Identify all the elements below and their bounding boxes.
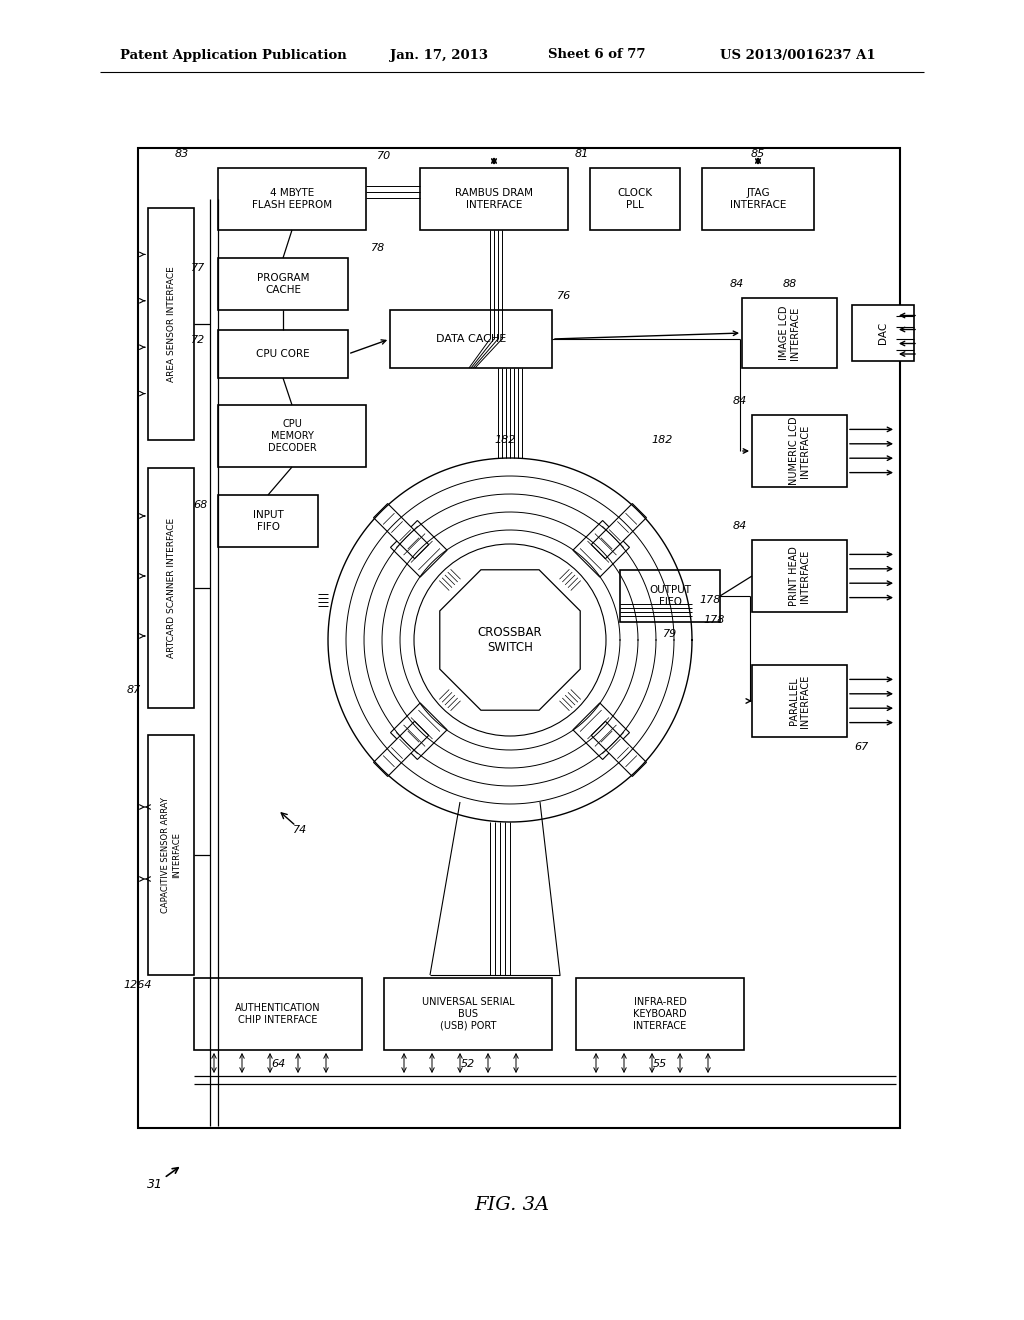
Text: US 2013/0016237 A1: US 2013/0016237 A1 <box>720 49 876 62</box>
Text: Sheet 6 of 77: Sheet 6 of 77 <box>548 49 645 62</box>
Text: 178: 178 <box>699 595 721 605</box>
Bar <box>742 298 837 368</box>
Text: 55: 55 <box>653 1059 667 1069</box>
Polygon shape <box>591 721 646 776</box>
Text: 74: 74 <box>293 825 307 836</box>
Text: CROSSBAR
SWITCH: CROSSBAR SWITCH <box>477 626 543 653</box>
Text: NUMERIC LCD
INTERFACE: NUMERIC LCD INTERFACE <box>788 417 810 486</box>
Polygon shape <box>390 520 447 577</box>
Text: 67: 67 <box>854 742 868 752</box>
Text: 4 MBYTE
FLASH EEPROM: 4 MBYTE FLASH EEPROM <box>252 189 332 210</box>
Polygon shape <box>591 503 646 558</box>
Text: 84: 84 <box>733 521 748 531</box>
Text: IMAGE LCD
INTERFACE: IMAGE LCD INTERFACE <box>778 306 801 360</box>
Text: 81: 81 <box>574 149 589 158</box>
Text: ARTCARD SCANNER INTERFACE: ARTCARD SCANNER INTERFACE <box>167 517 175 659</box>
Bar <box>218 257 348 310</box>
Text: OUTPUT
FIFO: OUTPUT FIFO <box>649 585 691 607</box>
Text: 84: 84 <box>730 279 744 289</box>
Bar <box>702 168 814 230</box>
Text: DAC: DAC <box>878 322 888 345</box>
Bar <box>194 978 362 1049</box>
Text: 64: 64 <box>271 1059 285 1069</box>
Text: INPUT
FIFO: INPUT FIFO <box>253 511 284 532</box>
Bar <box>218 330 348 378</box>
Text: 31: 31 <box>147 1179 163 1192</box>
Polygon shape <box>374 503 429 558</box>
Bar <box>218 405 366 467</box>
Text: INFRA-RED
KEYBOARD
INTERFACE: INFRA-RED KEYBOARD INTERFACE <box>633 998 687 1031</box>
Text: CPU
MEMORY
DECODER: CPU MEMORY DECODER <box>267 420 316 453</box>
Text: DATA CACHE: DATA CACHE <box>436 334 506 345</box>
Text: 70: 70 <box>377 150 391 161</box>
Bar <box>590 168 680 230</box>
Text: Patent Application Publication: Patent Application Publication <box>120 49 347 62</box>
Text: 87: 87 <box>127 685 141 696</box>
Text: 77: 77 <box>190 263 205 273</box>
Text: 83: 83 <box>175 149 189 158</box>
Polygon shape <box>439 570 581 710</box>
Polygon shape <box>573 704 630 759</box>
Text: CAPACITIVE SENSOR ARRAY
INTERFACE: CAPACITIVE SENSOR ARRAY INTERFACE <box>162 797 180 913</box>
Text: RAMBUS DRAM
INTERFACE: RAMBUS DRAM INTERFACE <box>455 189 534 210</box>
Bar <box>620 570 720 622</box>
Polygon shape <box>573 520 630 577</box>
Text: Jan. 17, 2013: Jan. 17, 2013 <box>390 49 488 62</box>
Text: 85: 85 <box>751 149 765 158</box>
Bar <box>575 978 744 1049</box>
Circle shape <box>414 544 606 737</box>
Text: 88: 88 <box>782 279 797 289</box>
Text: PROGRAM
CACHE: PROGRAM CACHE <box>257 273 309 294</box>
Bar <box>148 209 194 440</box>
Text: CPU CORE: CPU CORE <box>256 348 310 359</box>
Bar <box>148 735 194 975</box>
Text: 182: 182 <box>495 436 516 445</box>
Text: 72: 72 <box>190 335 205 345</box>
Text: UNIVERSAL SERIAL
BUS
(USB) PORT: UNIVERSAL SERIAL BUS (USB) PORT <box>422 998 514 1031</box>
Bar <box>218 495 318 546</box>
Bar <box>390 310 552 368</box>
Bar <box>138 148 900 1129</box>
Text: 68: 68 <box>193 500 207 510</box>
Text: AREA SENSOR INTERFACE: AREA SENSOR INTERFACE <box>167 267 175 381</box>
Bar <box>420 168 568 230</box>
Text: PARALLEL
INTERFACE: PARALLEL INTERFACE <box>788 675 810 727</box>
Polygon shape <box>390 704 447 759</box>
Text: 182: 182 <box>651 436 673 445</box>
Text: 178: 178 <box>703 615 725 624</box>
Bar <box>852 305 914 360</box>
Text: AUTHENTICATION
CHIP INTERFACE: AUTHENTICATION CHIP INTERFACE <box>236 1003 321 1024</box>
Bar <box>752 540 847 612</box>
Text: 52: 52 <box>461 1059 475 1069</box>
Bar <box>218 168 366 230</box>
Text: 78: 78 <box>371 243 385 253</box>
Bar <box>148 469 194 708</box>
Text: FIG. 3A: FIG. 3A <box>474 1196 550 1214</box>
Polygon shape <box>374 721 429 776</box>
Bar <box>384 978 552 1049</box>
Text: PRINT HEAD
INTERFACE: PRINT HEAD INTERFACE <box>788 546 810 606</box>
Bar <box>752 665 847 737</box>
Text: 79: 79 <box>663 630 677 639</box>
Text: 1264: 1264 <box>124 979 153 990</box>
Text: 84: 84 <box>733 396 748 407</box>
Text: JTAG
INTERFACE: JTAG INTERFACE <box>730 189 786 210</box>
Text: CLOCK
PLL: CLOCK PLL <box>617 189 652 210</box>
Bar <box>752 414 847 487</box>
Text: 76: 76 <box>557 290 571 301</box>
